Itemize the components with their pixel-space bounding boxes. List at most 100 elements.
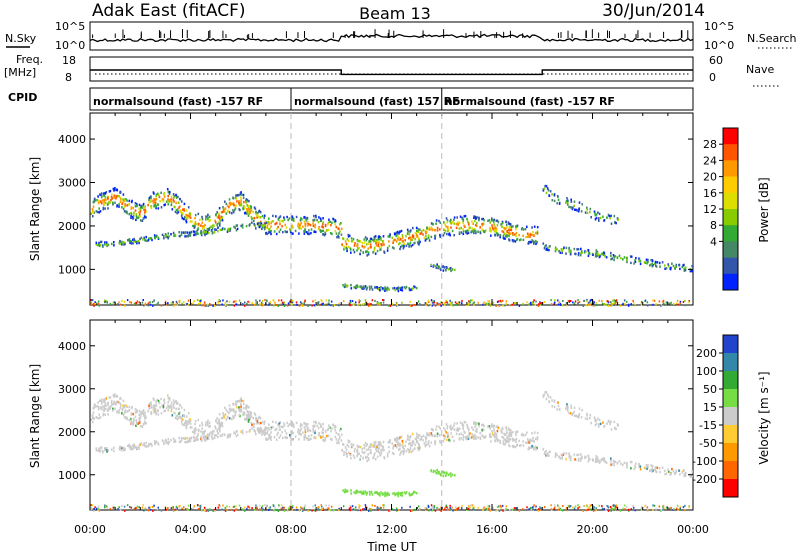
power-cell <box>246 209 249 213</box>
velocity-cell <box>428 432 430 435</box>
velocity-cell <box>196 437 198 441</box>
velocity-cell <box>544 451 546 454</box>
velocity-cell <box>616 462 619 465</box>
velocity-cell <box>623 461 626 465</box>
velocity-cell <box>367 508 369 510</box>
velocity-cell <box>215 434 218 437</box>
velocity-cell <box>410 509 412 512</box>
velocity-cell <box>183 408 186 412</box>
power-cell <box>585 250 587 253</box>
velocity-cell <box>451 473 454 477</box>
date-label: 30/Jun/2014 <box>602 1 705 21</box>
power-cell <box>179 299 181 302</box>
x-tick-label: 00:00 <box>74 523 106 536</box>
velocity-cell <box>664 473 666 476</box>
velocity-cell <box>334 435 337 439</box>
power-cell <box>599 216 602 220</box>
velocity-cell <box>575 414 577 418</box>
power-cell <box>314 304 317 307</box>
velocity-cell <box>570 404 572 407</box>
power-cell <box>594 214 597 217</box>
velocity-cell <box>443 471 446 475</box>
power-cell <box>609 217 611 220</box>
velocity-cell <box>150 406 152 409</box>
colorbar-swatch <box>723 407 738 426</box>
power-cell <box>135 215 138 218</box>
power-cell <box>495 219 498 222</box>
velocity-cell <box>505 438 507 441</box>
colorbar-tick-label: 28 <box>703 138 717 151</box>
velocity-cell <box>227 433 230 436</box>
power-cell <box>546 248 549 252</box>
power-cell <box>302 225 304 228</box>
power-cell <box>277 225 279 229</box>
velocity-cell <box>434 442 436 446</box>
power-cell <box>113 189 115 192</box>
power-cell <box>235 303 237 306</box>
velocity-cell <box>573 453 576 456</box>
velocity-cell <box>97 408 100 411</box>
velocity-cell <box>361 447 364 451</box>
velocity-cell <box>430 441 433 444</box>
power-cell <box>613 304 615 307</box>
power-cell <box>194 221 197 224</box>
velocity-cell <box>394 444 397 447</box>
power-cell <box>232 211 235 214</box>
velocity-cell <box>148 506 150 509</box>
velocity-cell <box>150 412 153 416</box>
velocity-cell <box>251 507 253 510</box>
velocity-cell <box>450 424 452 427</box>
power-cell <box>244 211 247 214</box>
power-cell <box>134 202 137 205</box>
power-cell <box>566 203 569 206</box>
power-cell <box>404 287 407 290</box>
power-cell <box>596 254 598 257</box>
velocity-cell <box>603 508 606 511</box>
velocity-cell <box>545 449 547 453</box>
velocity-cell <box>216 429 218 433</box>
velocity-cell <box>250 415 253 418</box>
power-cell <box>339 230 341 233</box>
velocity-cell <box>99 406 102 409</box>
power-cell <box>291 224 293 228</box>
power-cell <box>237 194 239 197</box>
power-cell <box>233 300 236 303</box>
power-cell <box>427 299 430 302</box>
power-cell <box>153 299 155 302</box>
power-cell <box>669 267 671 270</box>
power-cell <box>226 300 228 303</box>
power-cell <box>303 220 306 223</box>
velocity-cell <box>149 506 151 509</box>
velocity-cell <box>167 441 169 444</box>
velocity-cell <box>222 504 224 507</box>
power-cell <box>132 206 134 210</box>
velocity-cell <box>124 410 127 413</box>
velocity-cell <box>440 474 442 477</box>
power-cell <box>439 233 441 237</box>
velocity-cell <box>577 459 580 462</box>
power-cell <box>437 303 439 306</box>
power-cell <box>493 223 495 226</box>
power-cell <box>458 301 461 304</box>
power-cell <box>142 202 145 206</box>
freq-strip-frame <box>89 56 694 82</box>
power-cell <box>370 246 372 249</box>
velocity-cell <box>489 435 491 438</box>
colorbar-swatch <box>723 273 738 291</box>
power-cell <box>420 230 423 233</box>
power-cell <box>201 221 203 224</box>
velocity-cell <box>266 438 268 441</box>
velocity-cell <box>350 492 353 495</box>
velocity-cell <box>153 440 156 443</box>
power-cell <box>150 206 153 210</box>
velocity-cell <box>315 421 317 425</box>
velocity-cell <box>107 413 109 416</box>
velocity-cell <box>622 463 624 467</box>
power-cell <box>92 211 95 214</box>
velocity-cell <box>174 416 177 420</box>
velocity-cell <box>138 409 141 413</box>
velocity-cell <box>463 430 465 433</box>
power-cell <box>403 242 406 245</box>
power-cell <box>256 303 258 306</box>
velocity-cell <box>603 425 605 428</box>
